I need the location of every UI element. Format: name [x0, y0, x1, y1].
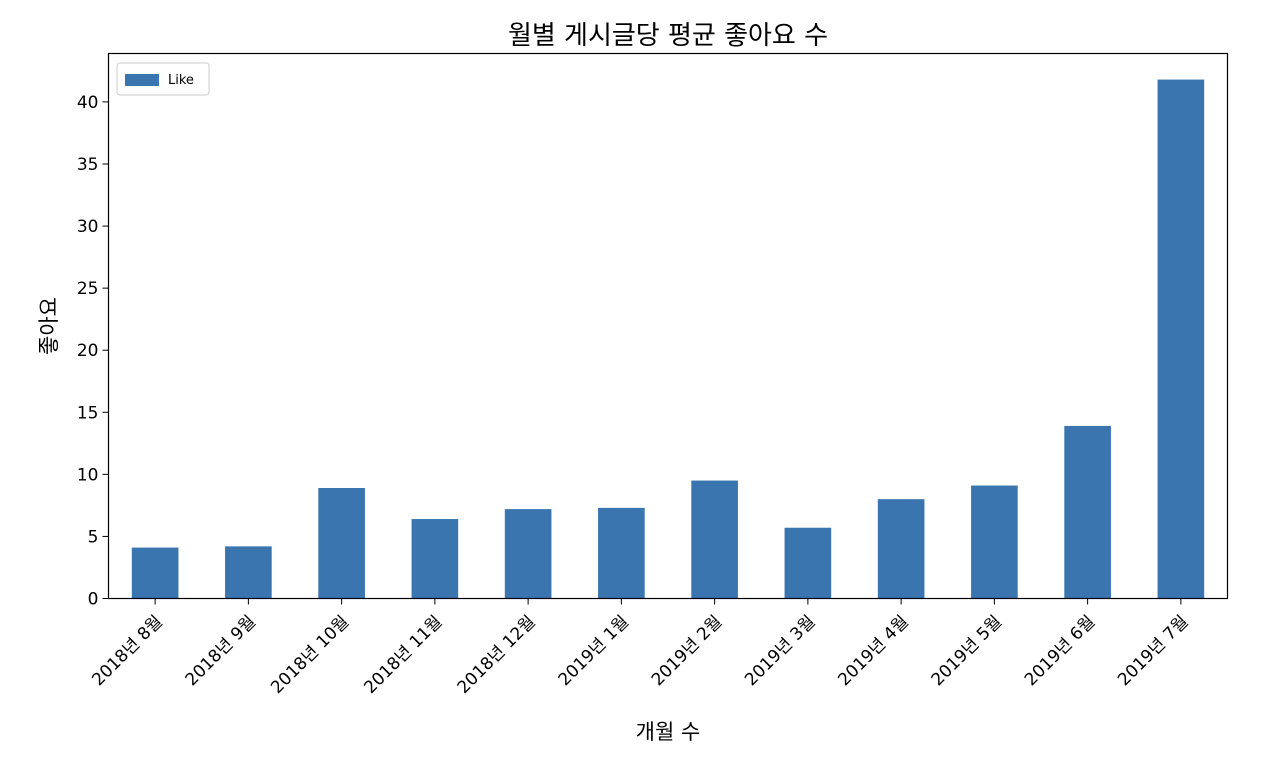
bar-11: [1064, 425, 1111, 599]
bar-3: [318, 488, 365, 599]
y-tick-label: 40: [77, 93, 99, 113]
chart-title: 월별 게시글당 평균 좋아요 수: [508, 21, 828, 51]
x-tick-label: 2019년 1월: [555, 612, 633, 690]
x-tick-label: 2019년 3월: [741, 612, 819, 690]
legend-label-like: Like: [168, 73, 194, 88]
y-tick-label: 30: [77, 217, 99, 237]
y-axis-ticks: 0 5 10 15 20 25 30 35 40: [77, 93, 109, 610]
bar-12: [1157, 79, 1205, 599]
x-tick-label: 2019년 4월: [834, 612, 912, 690]
x-axis-ticks: 2018년 8월 2018년 9월 2018년 10월 2018년 11월 2018년 …: [88, 598, 1192, 698]
x-tick-label: 2018년 11월: [360, 612, 446, 698]
bar-1: [131, 547, 179, 599]
x-tick-label: 2018년 9월: [182, 612, 260, 690]
bar-5: [504, 509, 552, 599]
y-tick-label: 0: [88, 590, 99, 610]
x-tick-label: 2018년 12월: [454, 612, 540, 698]
y-tick-label: 5: [88, 527, 99, 547]
x-tick-label: 2019년 6월: [1021, 612, 1099, 690]
bar-8: [784, 527, 832, 599]
bar-7: [691, 480, 738, 599]
legend-box: [116, 62, 210, 96]
y-tick-label: 20: [77, 341, 99, 361]
y-tick-label: 35: [77, 155, 99, 175]
legend-swatch-like: [125, 74, 159, 86]
bar-4: [411, 519, 459, 599]
bar-2: [225, 546, 272, 599]
bar-10: [971, 485, 1018, 599]
x-tick-label: 2018년 10월: [267, 612, 353, 698]
x-tick-label: 2019년 2월: [648, 612, 726, 690]
legend: Like: [116, 62, 210, 96]
y-tick-label: 10: [77, 465, 99, 485]
bar-6: [598, 507, 645, 599]
bars-group: [131, 79, 1205, 599]
plot-frame: [107, 52, 1229, 600]
x-axis-label: 개월 수: [636, 720, 701, 744]
x-tick-label: 2019년 7월: [1114, 612, 1192, 690]
y-tick-label: 25: [77, 279, 99, 299]
bar-9: [877, 499, 925, 599]
y-tick-label: 15: [77, 403, 99, 423]
x-tick-label: 2018년 8월: [88, 612, 166, 690]
x-tick-label: 2019년 5월: [928, 612, 1006, 690]
y-axis-label: 좋아요: [37, 297, 61, 355]
